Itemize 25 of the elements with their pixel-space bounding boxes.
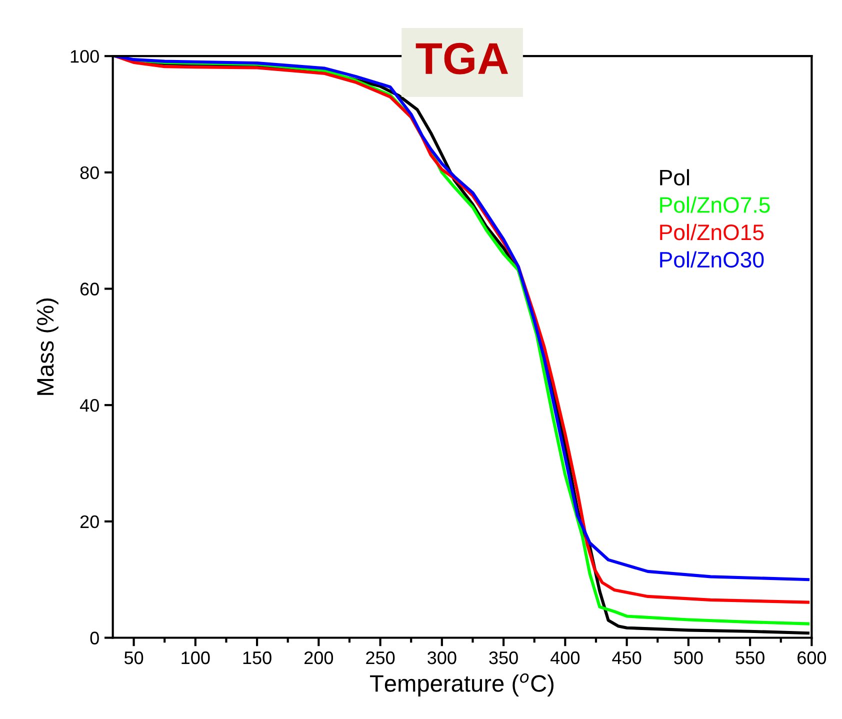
y-tick-label: 100 (70, 50, 99, 63)
x-tick-label: 450 (612, 651, 642, 664)
x-tick-label: 50 (124, 651, 144, 664)
x-tick-label: 400 (550, 651, 580, 664)
x-axis-title: Temperature ($^{o}$C) (370, 673, 554, 697)
y-tick-label: 20 (80, 515, 99, 528)
y-tick-label: 80 (80, 166, 99, 180)
x-tick-label: 600 (798, 651, 826, 664)
text: Pol/ZnO30 (660, 251, 764, 268)
x-tick-label: 500 (674, 651, 703, 664)
x-tick-label: 150 (243, 651, 272, 664)
text: Pol/ZnO7.5 (660, 196, 770, 213)
x-tick-label: 300 (428, 651, 456, 664)
x-tick-label: 200 (304, 651, 334, 664)
y-tick-label: 40 (80, 399, 99, 412)
x-tick-label: 350 (489, 651, 518, 664)
text: Pol/ZnO15 (660, 224, 764, 240)
x-tick-label: 100 (182, 651, 210, 664)
chart-title: TGA (416, 42, 508, 74)
x-tick-label: 550 (736, 651, 764, 664)
y-tick-label: 0 (90, 632, 99, 644)
y-tick-label: 60 (80, 282, 99, 296)
text: Pol (660, 169, 689, 186)
y-axis-title: Mass (%) (36, 298, 58, 395)
x-tick-label: 250 (366, 651, 395, 664)
